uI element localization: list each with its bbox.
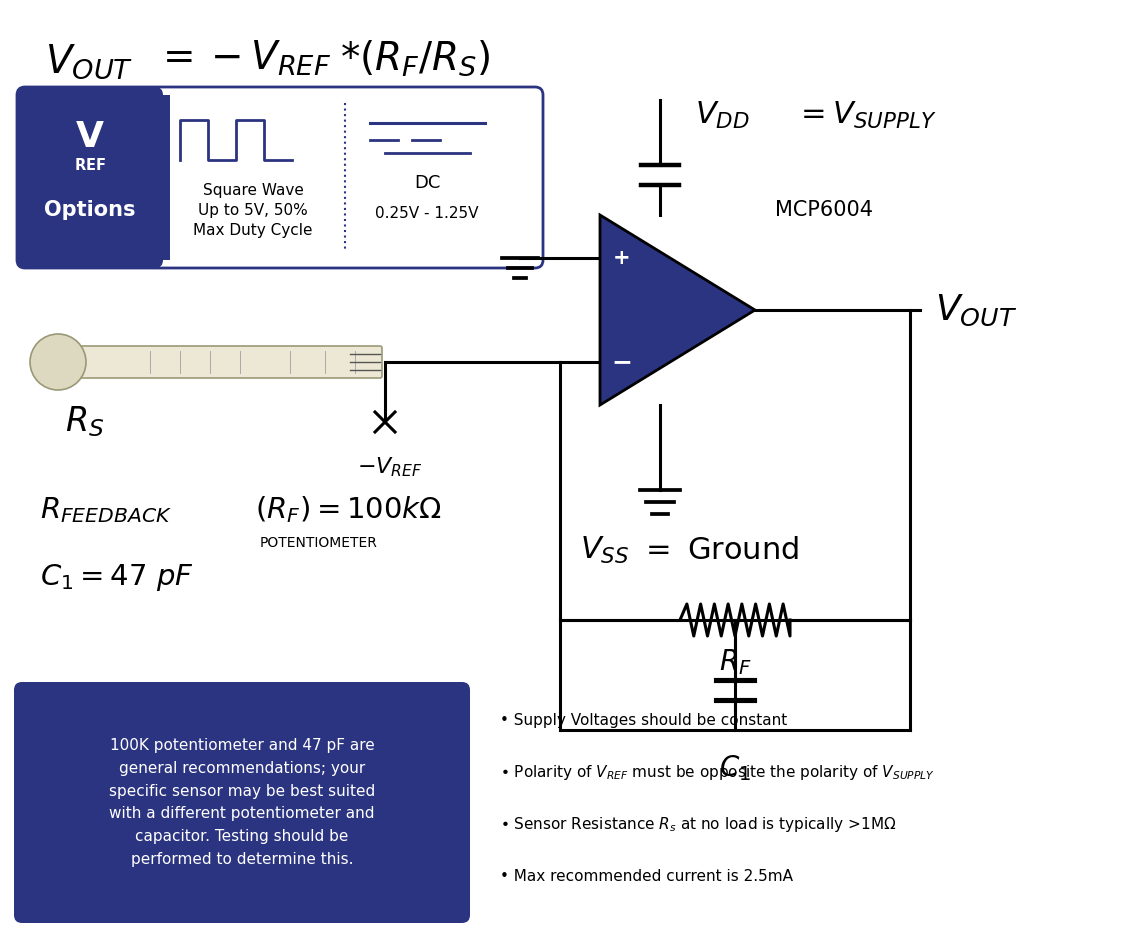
Text: • Sensor Resistance $R_s$ at no load is typically >1M$\Omega$: • Sensor Resistance $R_s$ at no load is … <box>500 814 897 834</box>
Text: $= V_{SUPPLY}$: $= V_{SUPPLY}$ <box>795 100 937 131</box>
Text: $V_{OUT}$: $V_{OUT}$ <box>45 42 133 82</box>
Text: $V_{SS}$: $V_{SS}$ <box>581 534 630 565</box>
Text: • Polarity of $V_{REF}$ must be opposite the polarity of $V_{SUPPLY}$: • Polarity of $V_{REF}$ must be opposite… <box>500 762 935 781</box>
Text: $\mathbf{V}$: $\mathbf{V}$ <box>76 120 105 154</box>
Text: +: + <box>614 248 631 268</box>
Circle shape <box>30 334 86 390</box>
Text: Up to 5V, 50%: Up to 5V, 50% <box>198 203 308 218</box>
Text: $* (R_F / R_S)$: $* (R_F / R_S)$ <box>340 38 490 78</box>
Text: • Max recommended current is 2.5mA: • Max recommended current is 2.5mA <box>500 869 793 884</box>
Text: 0.25V - 1.25V: 0.25V - 1.25V <box>376 206 479 221</box>
Text: $C_1 = 47\ pF$: $C_1 = 47\ pF$ <box>40 562 194 593</box>
Text: DC: DC <box>413 174 440 192</box>
Text: 100K potentiometer and 47 pF are
general recommendations; your
specific sensor m: 100K potentiometer and 47 pF are general… <box>109 738 376 867</box>
FancyBboxPatch shape <box>68 346 382 378</box>
Text: $= -V_{REF}$: $= -V_{REF}$ <box>155 38 331 78</box>
Text: POTENTIOMETER: POTENTIOMETER <box>260 536 378 550</box>
Text: $R_F$: $R_F$ <box>719 647 751 677</box>
FancyBboxPatch shape <box>14 682 469 923</box>
Text: • Supply Voltages should be constant: • Supply Voltages should be constant <box>500 713 788 728</box>
Text: $C_1$: $C_1$ <box>719 753 751 783</box>
Text: $(R_F) = 100k\Omega$: $(R_F) = 100k\Omega$ <box>255 495 442 526</box>
FancyBboxPatch shape <box>17 87 163 268</box>
Text: $V_{DD}$: $V_{DD}$ <box>695 100 750 131</box>
Text: $R_{FEEDBACK}$: $R_{FEEDBACK}$ <box>40 495 172 525</box>
Text: −: − <box>611 350 632 374</box>
Polygon shape <box>600 215 755 405</box>
Text: Max Duty Cycle: Max Duty Cycle <box>194 223 313 238</box>
Text: MCP6004: MCP6004 <box>775 200 872 220</box>
Text: $V_{OUT}$: $V_{OUT}$ <box>935 292 1017 328</box>
Text: Options: Options <box>45 200 136 220</box>
Bar <box>25 95 155 260</box>
Text: $\mathbf{_{REF}}$: $\mathbf{_{REF}}$ <box>74 153 106 173</box>
Text: $=$ Ground: $=$ Ground <box>640 535 799 564</box>
Text: Square Wave: Square Wave <box>203 182 303 197</box>
Text: $R_S$: $R_S$ <box>65 405 104 439</box>
Text: $-V_{REF}$: $-V_{REF}$ <box>357 455 423 479</box>
FancyBboxPatch shape <box>17 87 543 268</box>
Bar <box>140 95 169 260</box>
